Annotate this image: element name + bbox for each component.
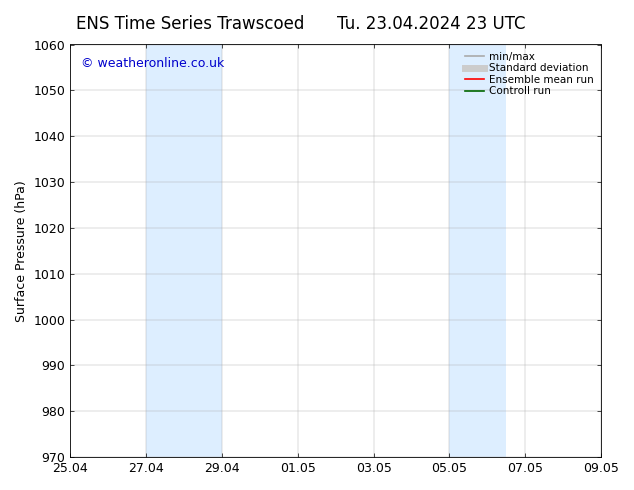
Text: © weatheronline.co.uk: © weatheronline.co.uk bbox=[81, 57, 224, 70]
Bar bbox=[146, 45, 222, 457]
Legend: min/max, Standard deviation, Ensemble mean run, Controll run: min/max, Standard deviation, Ensemble me… bbox=[463, 49, 596, 98]
Bar bbox=[450, 45, 507, 457]
Y-axis label: Surface Pressure (hPa): Surface Pressure (hPa) bbox=[15, 180, 28, 322]
Text: ENS Time Series Trawscoed: ENS Time Series Trawscoed bbox=[76, 15, 304, 33]
Text: Tu. 23.04.2024 23 UTC: Tu. 23.04.2024 23 UTC bbox=[337, 15, 526, 33]
